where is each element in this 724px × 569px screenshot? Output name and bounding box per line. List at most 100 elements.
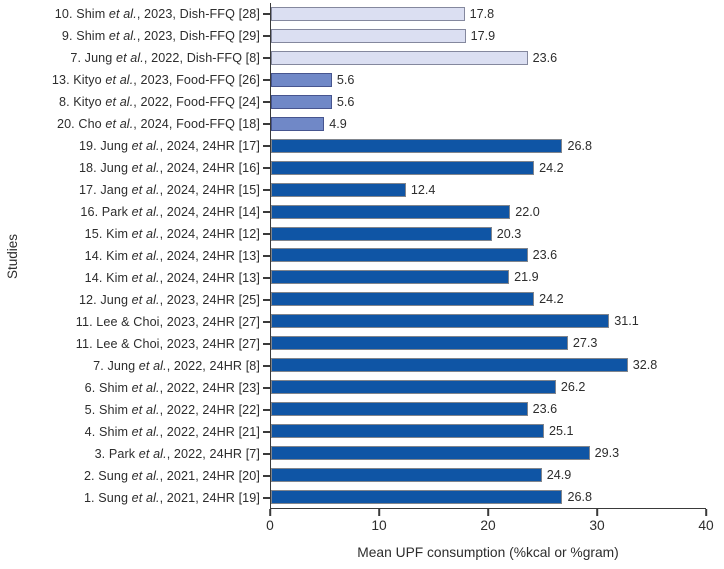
- bar-value-label: 5.6: [336, 72, 355, 87]
- y-tick-label-row: 11. Lee & Choi, 2023, 24HR [27]: [26, 311, 270, 333]
- y-tick-label-row: 3. Park et al., 2022, 24HR [7]: [26, 443, 270, 465]
- study-label: 4. Shim et al., 2022, 24HR [21]: [84, 425, 260, 439]
- y-tick-label-row: 19. Jung et al., 2024, 24HR [17]: [26, 135, 270, 157]
- y-tick-label-row: 18. Jung et al., 2024, 24HR [16]: [26, 157, 270, 179]
- study-label: 13. Kityo et al., 2023, Food-FFQ [26]: [51, 73, 260, 87]
- bar: [271, 94, 332, 109]
- bar-row: 26.8: [271, 135, 706, 157]
- bar: [271, 248, 528, 263]
- study-label: 18. Jung et al., 2024, 24HR [16]: [78, 161, 260, 175]
- y-tick-label-row: 14. Kim et al., 2024, 24HR [13]: [26, 245, 270, 267]
- y-tick-label-row: 14. Kim et al., 2024, 24HR [13]: [26, 267, 270, 289]
- y-tick-mark: [263, 475, 270, 477]
- y-tick-mark: [263, 145, 270, 147]
- plot-wrap: 17.8 17.9 23.6 5.6 5.6 4.9 26.8 24.2 12.4 22.0 20.…: [266, 3, 714, 560]
- bar: [271, 292, 535, 307]
- bar: [271, 489, 563, 504]
- y-axis-title: Studies: [0, 3, 26, 509]
- bar-value-label: 32.8: [632, 358, 658, 373]
- y-tick-mark: [263, 299, 270, 301]
- study-label: 12. Jung et al., 2023, 24HR [25]: [78, 293, 260, 307]
- study-label: 19. Jung et al., 2024, 24HR [17]: [78, 139, 260, 153]
- bar-value-label: 26.2: [560, 380, 586, 395]
- bar-row: 23.6: [271, 47, 706, 69]
- y-tick-label-row: 15. Kim et al., 2024, 24HR [12]: [26, 223, 270, 245]
- bar-value-label: 5.6: [336, 94, 355, 109]
- bar-row: 32.8: [271, 354, 706, 376]
- study-label: 20. Cho et al., 2024, Food-FFQ [18]: [56, 117, 260, 131]
- x-tick-label: 0: [266, 518, 274, 533]
- y-tick-label-row: 16. Park et al., 2024, 24HR [14]: [26, 201, 270, 223]
- study-label: 2. Sung et al., 2021, 24HR [20]: [83, 469, 260, 483]
- bar-value-label: 29.3: [594, 446, 620, 461]
- bar: [271, 72, 332, 87]
- plot-area: 17.8 17.9 23.6 5.6 5.6 4.9 26.8 24.2 12.4 22.0 20.…: [270, 3, 706, 509]
- study-label: 7. Jung et al., 2022, 24HR [8]: [93, 359, 260, 373]
- bar: [271, 138, 563, 153]
- bar: [271, 424, 544, 439]
- y-tick-mark: [263, 57, 270, 59]
- x-axis-title: Mean UPF consumption (%kcal or %gram): [357, 545, 619, 560]
- bar-value-label: 22.0: [515, 204, 540, 219]
- y-tick-mark: [263, 13, 270, 15]
- y-tick-mark: [263, 79, 270, 81]
- y-tick-label-row: 8. Kityo et al., 2022, Food-FFQ [24]: [26, 91, 270, 113]
- bar-row: 20.3: [271, 223, 706, 245]
- y-tick-mark: [263, 409, 270, 411]
- study-label: 15. Kim et al., 2024, 24HR [12]: [84, 227, 260, 241]
- bar-value-label: 24.9: [546, 467, 572, 482]
- study-label: 8. Kityo et al., 2022, Food-FFQ [24]: [58, 95, 260, 109]
- y-tick-mark: [263, 101, 270, 103]
- bar-value-label: 12.4: [410, 182, 436, 197]
- bar-row: 17.8: [271, 3, 706, 25]
- y-tick-label-row: 5. Shim et al., 2022, 24HR [22]: [26, 399, 270, 421]
- bar-row: 4.9: [271, 113, 706, 135]
- study-label: 11. Lee & Choi, 2023, 24HR [27]: [75, 337, 260, 351]
- x-tick-mark: [705, 509, 707, 516]
- bar: [271, 6, 465, 21]
- bar: [271, 160, 535, 175]
- study-label: 5. Shim et al., 2022, 24HR [22]: [84, 403, 260, 417]
- y-axis-title-text: Studies: [5, 233, 21, 279]
- study-label: 1. Sung et al., 2021, 24HR [19]: [83, 491, 260, 505]
- bar-row: 26.8: [271, 486, 706, 508]
- bar: [271, 50, 528, 65]
- study-label: 10. Shim et al., 2023, Dish-FFQ [28]: [54, 7, 260, 21]
- y-tick-label-row: 1. Sung et al., 2021, 24HR [19]: [26, 487, 270, 509]
- bar: [271, 270, 510, 285]
- x-tick-mark: [596, 509, 598, 516]
- bar-value-label: 23.6: [532, 50, 558, 65]
- bar: [271, 467, 542, 482]
- bar-row: 25.1: [271, 420, 706, 442]
- bar-row: 23.6: [271, 244, 706, 266]
- x-tick-mark: [269, 509, 271, 516]
- bar-row: 23.6: [271, 398, 706, 420]
- bar-value-label: 21.9: [514, 270, 539, 285]
- bar: [271, 182, 406, 197]
- bar-value-label: 17.9: [470, 28, 496, 43]
- x-tick-mark: [378, 509, 380, 516]
- y-tick-mark: [263, 35, 270, 37]
- x-tick-label: 30: [589, 518, 605, 533]
- study-label: 17. Jang et al., 2024, 24HR [15]: [78, 183, 260, 197]
- bar: [271, 204, 511, 219]
- x-tick-label: 20: [480, 518, 496, 533]
- bar-value-label: 26.8: [567, 489, 592, 504]
- study-label: 3. Park et al., 2022, 24HR [7]: [94, 447, 260, 461]
- y-tick-labels: 10. Shim et al., 2023, Dish-FFQ [28] 9. S…: [26, 3, 270, 560]
- y-tick-mark: [263, 277, 270, 279]
- study-label: 7. Jung et al., 2022, Dish-FFQ [8]: [70, 51, 260, 65]
- bar-row: 26.2: [271, 376, 706, 398]
- bar-value-label: 25.1: [548, 424, 574, 439]
- study-label: 16. Park et al., 2024, 24HR [14]: [80, 205, 260, 219]
- bar-row: 29.3: [271, 442, 706, 464]
- y-tick-label-row: 2. Sung et al., 2021, 24HR [20]: [26, 465, 270, 487]
- y-tick-label-row: 11. Lee & Choi, 2023, 24HR [27]: [26, 333, 270, 355]
- bar-value-label: 27.3: [572, 336, 598, 351]
- bar-row: 24.2: [271, 288, 706, 310]
- bar: [271, 28, 466, 43]
- bar-row: 12.4: [271, 179, 706, 201]
- study-label: 14. Kim et al., 2024, 24HR [13]: [84, 249, 260, 263]
- bar-value-label: 23.6: [532, 402, 558, 417]
